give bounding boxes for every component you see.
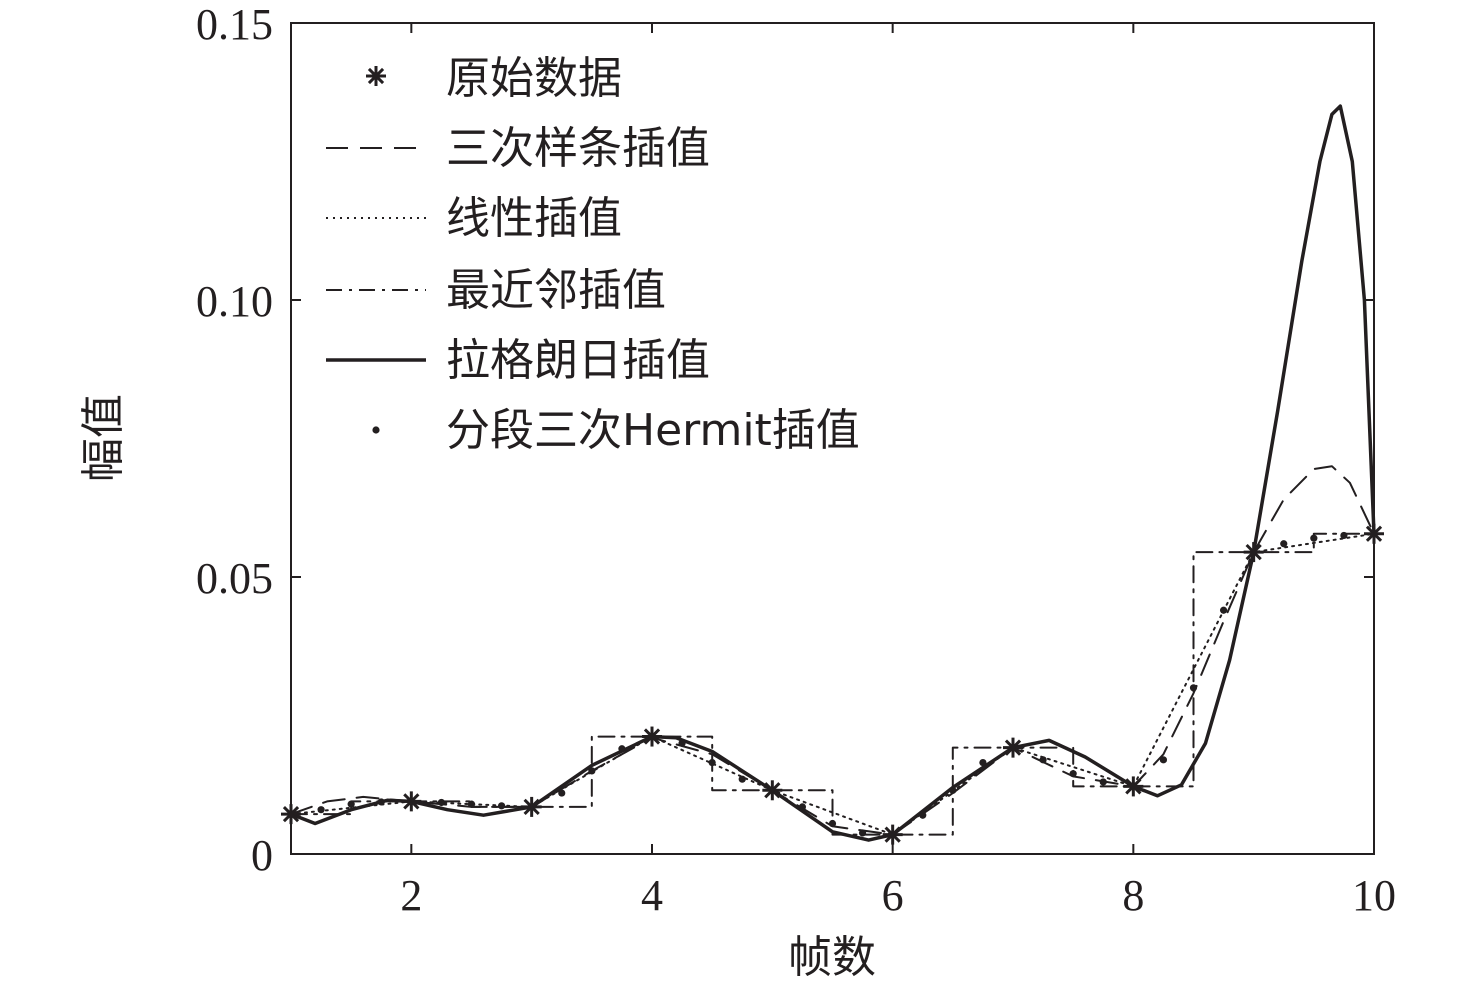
legend-label: 原始数据 (446, 53, 622, 104)
series-5-point (1310, 534, 1318, 542)
series-5-point (828, 819, 837, 828)
y-tick-label: 0 (251, 831, 273, 880)
legend-label: 拉格朗日插值 (446, 335, 710, 386)
legend-marker-dot (372, 426, 380, 434)
legend-item: 线性插值 (326, 193, 622, 244)
series-0-point (521, 796, 542, 817)
x-axis-ticks: 2 4 6 8 10 (400, 23, 1396, 920)
series-layer (281, 104, 1384, 845)
series-0-point (762, 780, 783, 801)
x-tick-label: 10 (1352, 871, 1396, 920)
star-stroke (282, 805, 300, 823)
legend-item: 原始数据 (366, 53, 622, 104)
star-stroke (884, 826, 901, 843)
series-1-line (290, 465, 1375, 836)
legend-item: 分段三次Hermit插值 (372, 405, 860, 456)
series-3-line (290, 532, 1375, 836)
x-tick-label: 8 (1122, 871, 1144, 920)
x-axis-label: 帧数 (788, 932, 876, 983)
plot-frame (290, 22, 1375, 855)
legend-item: 拉格朗日插值 (326, 335, 710, 386)
series-5-point (1340, 531, 1348, 540)
series-5-point (618, 745, 626, 753)
series-0-point (401, 791, 422, 812)
series-0-point (1364, 523, 1384, 544)
series-5-point (588, 767, 596, 775)
series-5-point (497, 802, 506, 810)
y-tick-label: 0.15 (196, 0, 273, 49)
series-5-point (347, 800, 355, 808)
y-axis-ticks: 0 0.05 0.10 0.15 (196, 0, 1374, 880)
series-5-point (1069, 770, 1077, 778)
y-tick-label: 0.05 (196, 554, 273, 603)
y-tick-label: 0.10 (196, 277, 273, 326)
series-5-point (858, 829, 867, 837)
series-5-point (708, 758, 716, 767)
series-5-point (949, 786, 957, 794)
series-5-point (979, 758, 987, 767)
y-axis-label: 幅值 (78, 394, 129, 482)
series-5-point (678, 739, 686, 747)
x-tick-label: 4 (641, 871, 663, 920)
star-stroke (643, 728, 661, 745)
series-5-point (1099, 778, 1107, 786)
legend-label: 线性插值 (446, 193, 622, 244)
series-0-point (1003, 737, 1023, 758)
legend-label: 最近邻插值 (446, 265, 666, 316)
series-5-point (558, 789, 566, 797)
legend-item: 三次样条插值 (326, 123, 710, 174)
series-5-point (437, 798, 446, 807)
series-5-point (1219, 606, 1228, 614)
series-5-point (1280, 540, 1288, 548)
star-stroke (764, 782, 781, 799)
series-5-point (1039, 756, 1047, 764)
series-5-point (1159, 756, 1168, 764)
series-0-point (642, 726, 662, 747)
legend-label: 三次样条插值 (446, 123, 710, 174)
star-stroke (1004, 739, 1022, 756)
series-5-point (1189, 684, 1198, 692)
star-stroke (1245, 543, 1262, 561)
star-stroke (1125, 778, 1142, 795)
series-5-point (377, 798, 385, 806)
x-tick-label: 2 (400, 871, 422, 920)
star-stroke (1365, 525, 1383, 542)
series-0-point (1243, 542, 1264, 563)
series-0-point (882, 824, 903, 845)
series-5-point (317, 806, 325, 814)
series-0-point (1123, 776, 1144, 797)
legend-item: 最近邻插值 (326, 265, 666, 316)
legend-label: 分段三次Hermit插值 (446, 405, 860, 456)
x-tick-label: 6 (882, 871, 904, 920)
series-0-point (281, 804, 301, 825)
star-stroke (403, 793, 420, 810)
star-stroke (523, 798, 540, 816)
series-4-line (289, 104, 1376, 842)
series-5-point (798, 803, 807, 811)
series-5-point (919, 811, 927, 819)
star-stroke (367, 67, 385, 85)
series-5-point (467, 800, 476, 808)
legend-marker-star (366, 66, 386, 86)
series-5-point (738, 775, 746, 783)
